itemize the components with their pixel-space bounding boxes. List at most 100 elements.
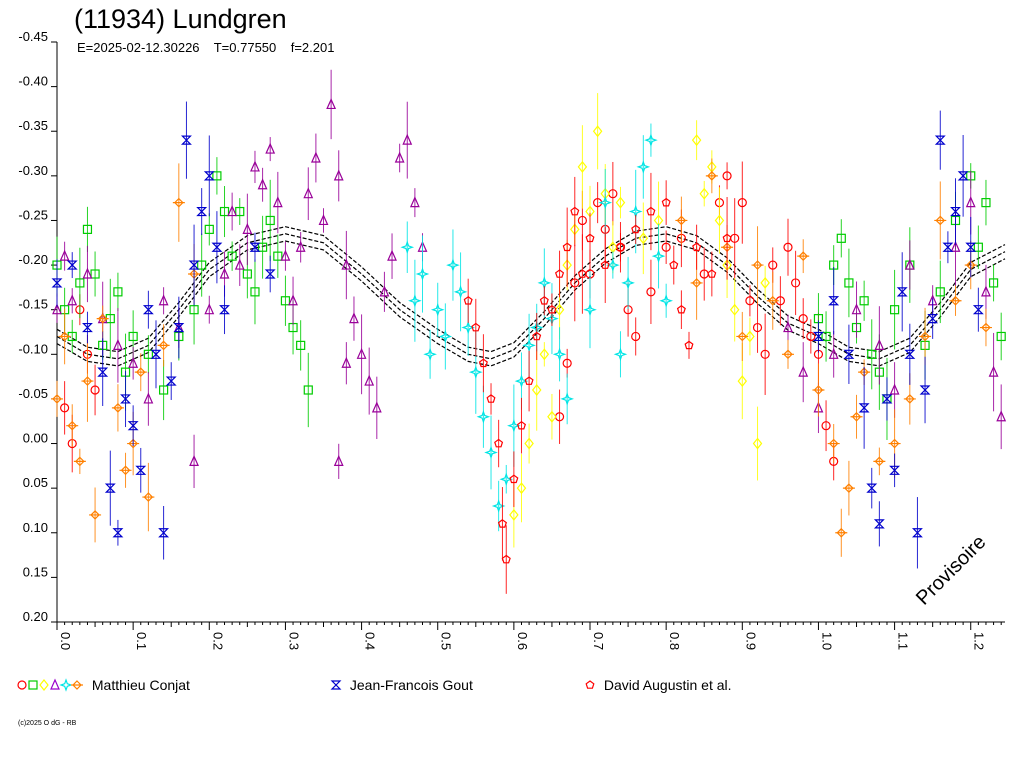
x-tick-label: 0.0 bbox=[58, 632, 73, 650]
data-point bbox=[858, 403, 870, 413]
data-point bbox=[850, 411, 863, 422]
data-point bbox=[371, 401, 382, 413]
data-point bbox=[494, 438, 504, 448]
data-point bbox=[356, 347, 367, 359]
data-point bbox=[127, 421, 139, 431]
data-point bbox=[212, 171, 222, 181]
data-point bbox=[113, 287, 123, 297]
data-point bbox=[737, 375, 748, 388]
data-point bbox=[273, 251, 283, 261]
data-point bbox=[227, 251, 237, 261]
data-point bbox=[71, 680, 83, 691]
data-point bbox=[798, 365, 809, 377]
data-point bbox=[491, 499, 506, 513]
data-point bbox=[172, 197, 185, 208]
x-tick-label: 0.5 bbox=[439, 632, 454, 650]
data-point bbox=[981, 285, 991, 297]
data-point bbox=[402, 133, 413, 145]
data-point bbox=[90, 269, 100, 279]
legend-markers-conjat bbox=[17, 678, 83, 693]
x-tick-label: 0.6 bbox=[515, 632, 530, 650]
data-point bbox=[585, 233, 595, 243]
data-point bbox=[143, 392, 154, 404]
data-point bbox=[644, 133, 658, 147]
legend-marker bbox=[28, 680, 38, 690]
data-point bbox=[326, 97, 337, 110]
data-point bbox=[873, 456, 886, 467]
data-point bbox=[616, 242, 626, 252]
data-point bbox=[844, 278, 854, 288]
data-point bbox=[919, 385, 931, 395]
data-point bbox=[509, 508, 519, 521]
data-point bbox=[280, 296, 291, 306]
chart-subtitle: E=2025-02-12.30226 T=0.77550 f=2.201 bbox=[77, 40, 335, 55]
data-point bbox=[204, 224, 214, 234]
fit-curve-band bbox=[56, 240, 1006, 367]
data-point bbox=[783, 242, 793, 252]
data-point bbox=[364, 374, 375, 386]
data-point bbox=[159, 385, 169, 395]
data-point bbox=[935, 287, 945, 297]
data-point bbox=[598, 195, 613, 210]
data-point bbox=[646, 206, 656, 216]
data-point bbox=[821, 331, 831, 342]
data-point bbox=[264, 269, 276, 279]
data-point bbox=[119, 465, 132, 476]
data-series bbox=[509, 93, 770, 548]
y-tick-label: -0.10 bbox=[18, 341, 48, 356]
data-series bbox=[463, 172, 732, 594]
data-point bbox=[51, 394, 63, 404]
data-point bbox=[842, 483, 855, 494]
data-point bbox=[919, 331, 932, 342]
data-point bbox=[903, 394, 916, 404]
data-point bbox=[699, 187, 709, 200]
data-point bbox=[522, 338, 536, 353]
data-point bbox=[552, 347, 567, 362]
legend-marker bbox=[59, 678, 73, 693]
data-point bbox=[539, 348, 550, 361]
data-point bbox=[659, 293, 673, 308]
data-point bbox=[197, 260, 207, 270]
data-point bbox=[501, 554, 511, 564]
data-point bbox=[234, 258, 245, 270]
data-point bbox=[60, 403, 70, 413]
data-point bbox=[760, 276, 770, 289]
data-point bbox=[330, 680, 342, 690]
data-point bbox=[173, 322, 185, 333]
page-title: (11934) Lundgren bbox=[74, 4, 287, 34]
data-series bbox=[51, 101, 984, 569]
data-point bbox=[333, 454, 344, 466]
data-point bbox=[189, 454, 199, 466]
data-point bbox=[318, 213, 329, 226]
data-point bbox=[613, 347, 628, 362]
x-tick-label: 0.3 bbox=[286, 632, 301, 650]
data-point bbox=[904, 258, 915, 270]
data-point bbox=[303, 187, 314, 199]
data-point bbox=[52, 303, 62, 315]
data-point bbox=[280, 249, 291, 261]
data-point bbox=[265, 142, 276, 154]
data-point bbox=[96, 313, 109, 324]
data-point bbox=[691, 134, 702, 147]
data-point bbox=[583, 302, 597, 317]
data-point bbox=[745, 296, 755, 306]
data-point bbox=[539, 296, 549, 305]
data-point bbox=[250, 287, 260, 297]
copyright-text: (c)2025 O dG - RB bbox=[18, 720, 77, 727]
data-point bbox=[507, 418, 521, 433]
data-point bbox=[888, 438, 901, 449]
data-point bbox=[791, 278, 801, 288]
data-point bbox=[798, 314, 808, 324]
y-tick-label: -0.45 bbox=[18, 29, 48, 44]
data-point bbox=[453, 285, 468, 299]
data-point bbox=[851, 303, 862, 315]
data-point bbox=[28, 680, 38, 690]
data-point bbox=[514, 374, 529, 388]
data-point bbox=[988, 278, 999, 288]
data-point bbox=[707, 269, 717, 278]
data-point bbox=[82, 267, 93, 279]
data-point bbox=[957, 171, 969, 181]
data-point bbox=[859, 296, 869, 306]
data-point bbox=[896, 287, 908, 297]
